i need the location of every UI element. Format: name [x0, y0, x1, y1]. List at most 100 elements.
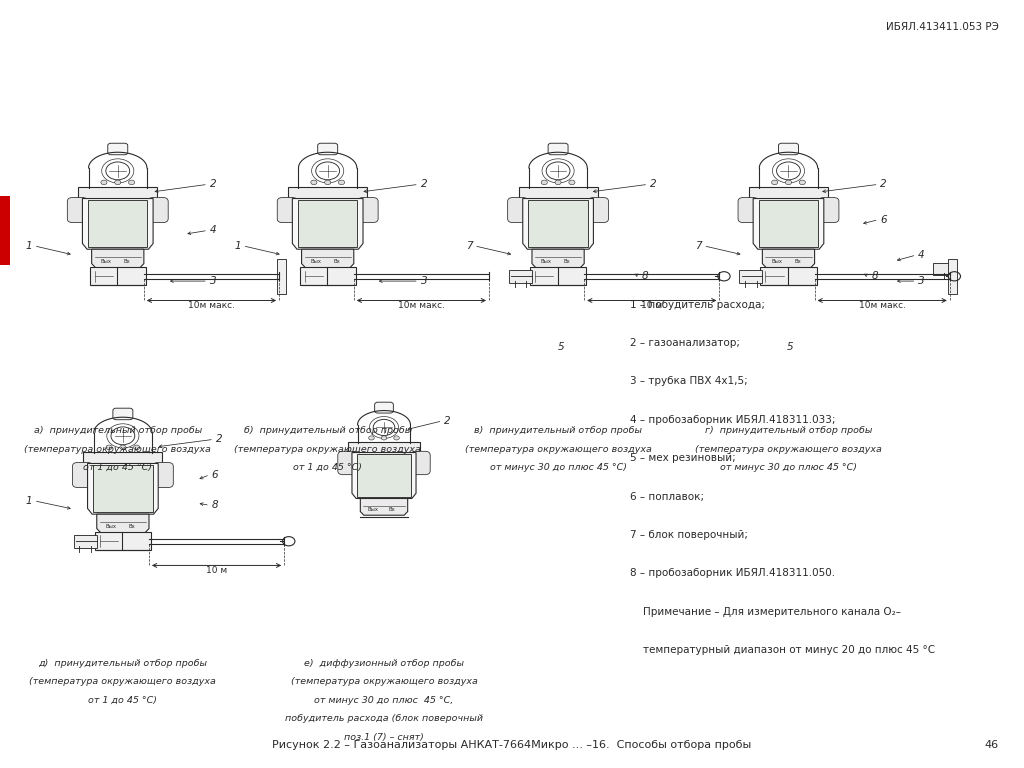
FancyBboxPatch shape [108, 143, 128, 155]
Text: 4: 4 [210, 225, 216, 236]
FancyBboxPatch shape [113, 409, 133, 419]
FancyBboxPatch shape [348, 442, 420, 453]
Text: 6 – поплавок;: 6 – поплавок; [630, 492, 703, 502]
Text: 7: 7 [695, 240, 701, 251]
Text: 2: 2 [650, 179, 656, 190]
FancyBboxPatch shape [548, 143, 568, 155]
Text: 1: 1 [234, 240, 241, 251]
Text: (температура окружающего воздуха: (температура окружающего воздуха [695, 445, 882, 454]
FancyBboxPatch shape [123, 532, 152, 550]
Text: Вых: Вых [541, 259, 552, 264]
Polygon shape [87, 464, 158, 515]
Text: 3: 3 [421, 276, 427, 286]
FancyBboxPatch shape [759, 200, 818, 247]
Text: 2: 2 [444, 415, 451, 426]
Text: Вх: Вх [795, 259, 801, 264]
FancyBboxPatch shape [519, 187, 598, 199]
FancyBboxPatch shape [738, 197, 758, 223]
FancyBboxPatch shape [338, 452, 357, 475]
Text: Вх: Вх [389, 507, 395, 512]
Text: температурный диапазон от минус 20 до плюс 45 °С: температурный диапазон от минус 20 до пл… [630, 645, 935, 655]
Circle shape [542, 180, 548, 185]
Text: 46: 46 [984, 740, 998, 750]
FancyBboxPatch shape [760, 267, 790, 285]
FancyBboxPatch shape [375, 402, 393, 413]
Text: 1 – побудитель расхода;: 1 – побудитель расхода; [630, 300, 765, 310]
Circle shape [338, 180, 344, 185]
Text: 8: 8 [642, 271, 648, 282]
Text: 3: 3 [210, 276, 216, 286]
Text: ИБЯЛ.413411.053 РЭ: ИБЯЛ.413411.053 РЭ [886, 22, 998, 31]
Circle shape [785, 180, 792, 185]
Text: от 1 до 45 °С): от 1 до 45 °С) [293, 463, 362, 472]
Text: 2: 2 [210, 179, 216, 190]
Text: 3: 3 [919, 276, 925, 286]
FancyBboxPatch shape [94, 532, 123, 550]
Circle shape [129, 180, 135, 185]
FancyBboxPatch shape [508, 197, 528, 223]
Polygon shape [92, 249, 143, 267]
Circle shape [133, 445, 139, 450]
Polygon shape [360, 498, 408, 515]
Text: 10м макс.: 10м макс. [188, 301, 234, 310]
Polygon shape [352, 452, 416, 498]
Text: б)  принудительный отбор пробы: б) принудительный отбор пробы [244, 426, 412, 435]
FancyBboxPatch shape [357, 454, 411, 497]
FancyBboxPatch shape [739, 270, 763, 283]
FancyBboxPatch shape [79, 187, 158, 199]
Text: Вх: Вх [334, 259, 340, 264]
Text: 2: 2 [421, 179, 427, 190]
Text: от минус 30 до плюс 45 °С): от минус 30 до плюс 45 °С) [489, 463, 627, 472]
Polygon shape [532, 249, 584, 267]
FancyBboxPatch shape [788, 267, 817, 285]
Text: 6: 6 [881, 214, 887, 225]
FancyBboxPatch shape [276, 259, 287, 293]
Text: 7: 7 [466, 240, 472, 251]
Text: (температура окружающего воздуха: (температура окружающего воздуха [465, 445, 651, 454]
Text: Примечание – Для измерительного канала О₂–: Примечание – Для измерительного канала О… [630, 607, 901, 617]
Circle shape [772, 180, 778, 185]
Polygon shape [523, 199, 594, 249]
FancyBboxPatch shape [154, 462, 173, 488]
Circle shape [799, 180, 805, 185]
Polygon shape [82, 199, 154, 249]
Circle shape [100, 180, 108, 185]
Text: Рисунок 2.2 – Газоанализаторы АНКАТ-7664Микро ... –16.  Способы отбора пробы: Рисунок 2.2 – Газоанализаторы АНКАТ-7664… [272, 740, 752, 750]
Circle shape [120, 445, 126, 450]
Polygon shape [762, 249, 815, 267]
Text: Вх: Вх [129, 524, 135, 529]
Polygon shape [754, 199, 823, 249]
Circle shape [325, 180, 331, 185]
Circle shape [394, 435, 399, 440]
Text: 8: 8 [871, 271, 878, 282]
Circle shape [311, 180, 317, 185]
Text: 5 – мех резиновый;: 5 – мех резиновый; [630, 453, 735, 463]
Text: 10м макс.: 10м макс. [859, 301, 905, 310]
Text: Вх: Вх [124, 259, 130, 264]
Text: Вых: Вых [310, 259, 322, 264]
Text: 4: 4 [919, 250, 925, 260]
FancyBboxPatch shape [93, 465, 153, 512]
Text: а)  принудительный отбор пробы: а) принудительный отбор пробы [34, 426, 202, 435]
Text: 8 – пробозаборник ИБЯЛ.418311.050.: 8 – пробозаборник ИБЯЛ.418311.050. [630, 568, 835, 578]
Text: 10 м: 10 м [206, 566, 227, 575]
FancyBboxPatch shape [557, 267, 586, 285]
Text: (температура окружающего воздуха: (температура окружающего воздуха [25, 445, 211, 454]
Text: 1: 1 [26, 495, 32, 506]
FancyBboxPatch shape [948, 259, 957, 293]
FancyBboxPatch shape [74, 535, 97, 548]
Text: 4 – пробозаборник ИБЯЛ.418311.033;: 4 – пробозаборник ИБЯЛ.418311.033; [630, 415, 836, 425]
Text: 2 – газоанализатор;: 2 – газоанализатор; [630, 338, 739, 348]
Text: 2: 2 [216, 434, 222, 445]
Text: от 1 до 45 °С): от 1 до 45 °С) [88, 696, 158, 705]
Text: 5: 5 [558, 342, 564, 353]
Circle shape [115, 180, 121, 185]
FancyBboxPatch shape [528, 200, 588, 247]
FancyBboxPatch shape [778, 143, 799, 155]
Circle shape [569, 180, 575, 185]
Text: (температура окружающего воздуха: (температура окружающего воздуха [291, 677, 477, 687]
FancyBboxPatch shape [68, 197, 88, 223]
FancyBboxPatch shape [299, 267, 328, 285]
Polygon shape [96, 515, 150, 533]
Text: 6: 6 [212, 469, 218, 480]
